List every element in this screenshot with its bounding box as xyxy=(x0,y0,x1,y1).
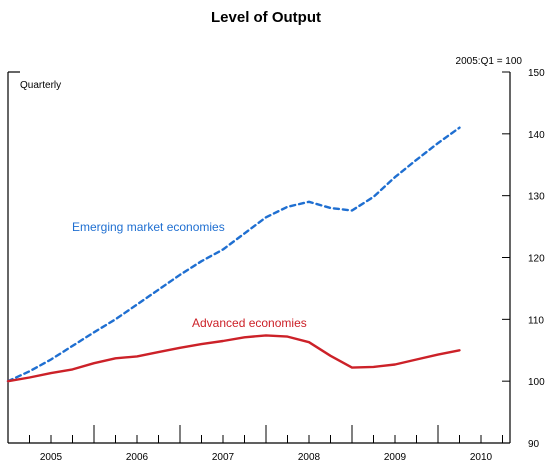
series-label-emerging: Emerging market economies xyxy=(72,220,225,234)
frequency-label: Quarterly xyxy=(20,80,61,91)
y-tick-label: 110 xyxy=(528,315,544,326)
axes: 90 100 110 120 130 140 150 2005 2006 2007 2008 2009… xyxy=(7,68,545,463)
chart-title: Level of Output xyxy=(211,9,321,26)
x-tick-label: 2009 xyxy=(384,452,407,463)
x-tick-label: 2005 xyxy=(40,452,63,463)
x-tick-label: 2008 xyxy=(298,452,321,463)
series-layer xyxy=(6,126,461,383)
x-tick-label: 2007 xyxy=(212,452,235,463)
y-tick-label: 100 xyxy=(528,377,545,388)
y-tick-label: 130 xyxy=(528,192,545,203)
y-tick-label: 90 xyxy=(528,439,540,450)
x-tick-label: 2006 xyxy=(126,452,149,463)
x-tick-label: 2010 xyxy=(470,452,493,463)
y-tick-label: 120 xyxy=(528,254,545,265)
series-line-advanced xyxy=(6,334,461,383)
series-label-advanced: Advanced economies xyxy=(192,316,307,330)
y-tick-label: 150 xyxy=(528,68,545,79)
series-line-emerging xyxy=(6,126,461,383)
unit-note: 2005:Q1 = 100 xyxy=(456,56,523,67)
y-tick-label: 140 xyxy=(528,130,545,141)
